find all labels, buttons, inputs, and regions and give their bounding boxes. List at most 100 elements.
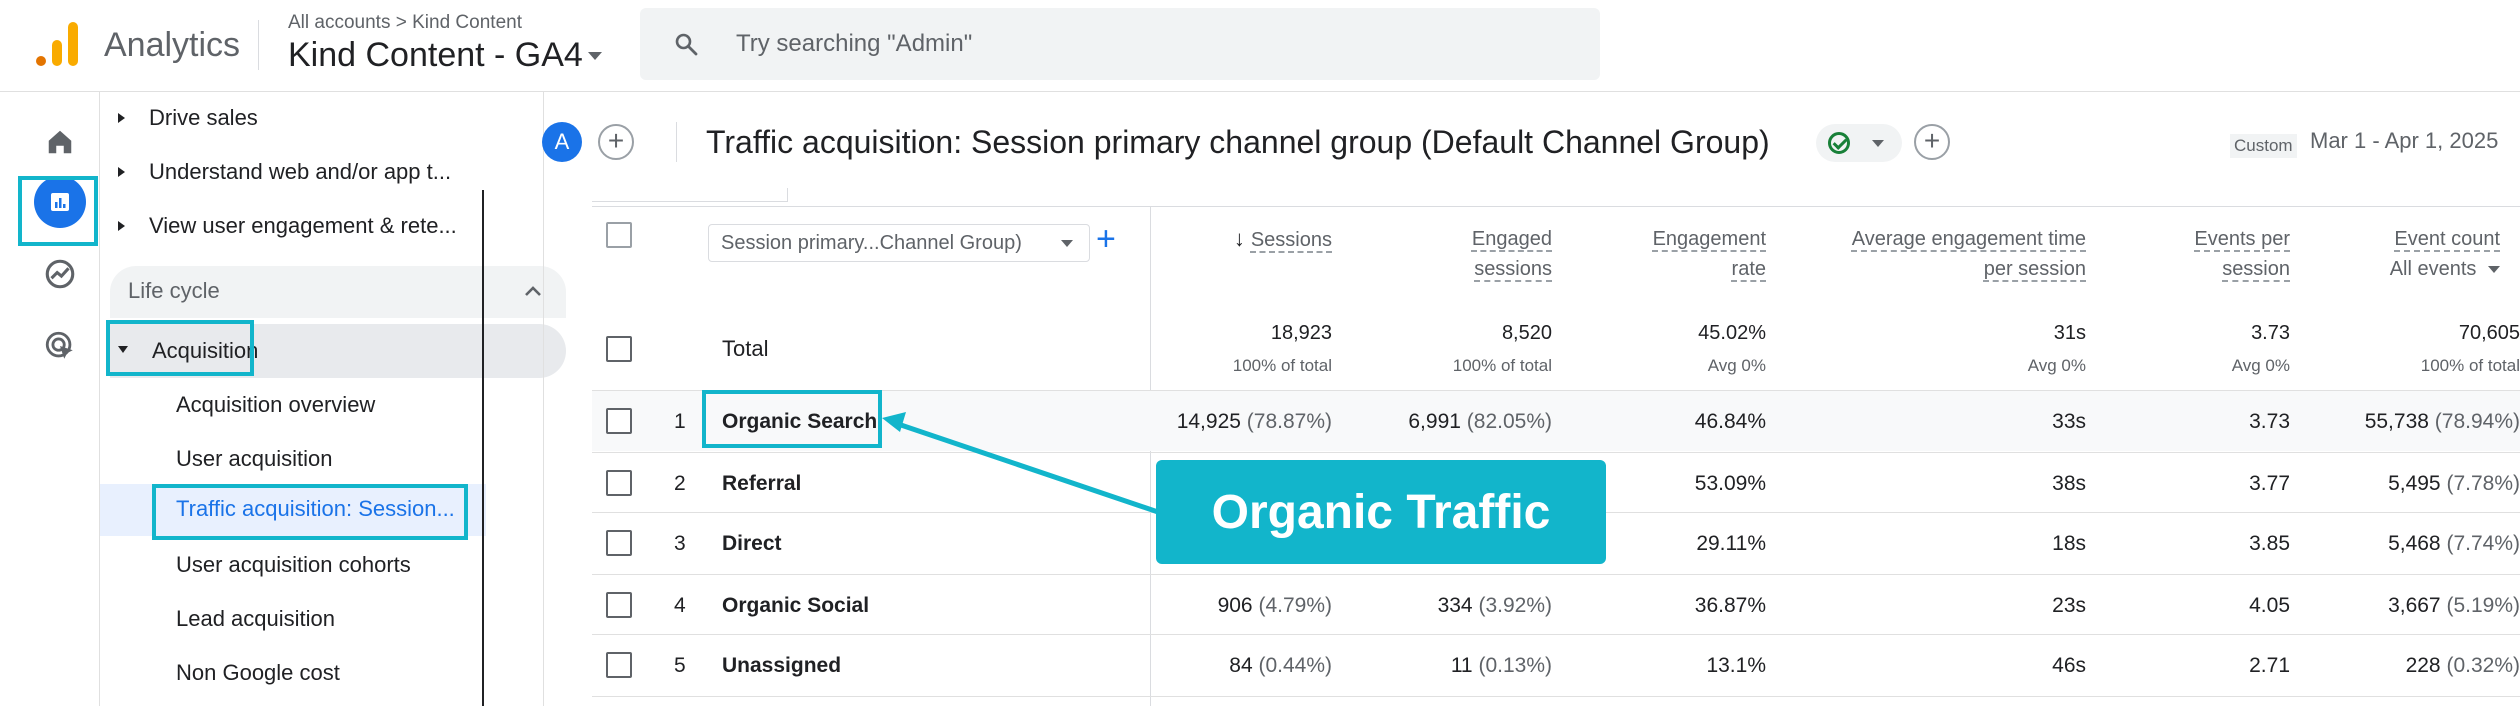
sidebar-group-label: Acquisition [152,338,259,363]
cell-percent: (0.32%) [2446,654,2520,677]
breadcrumb[interactable]: All accounts > Kind Content [288,12,522,34]
lifecycle-section-header[interactable]: Life cycle [110,266,566,318]
total-subtext: 100% of total [1452,356,1552,375]
annotation-callout: Organic Traffic [1156,460,1606,564]
cell-value: 3,667 [2388,594,2441,617]
add-dimension-icon[interactable]: + [1096,220,1116,258]
row-channel-name[interactable]: Unassigned [722,654,842,677]
select-all-checkbox[interactable] [606,336,632,362]
cell-percent: (82.05%) [1466,410,1552,433]
chevron-down-icon [1872,140,1884,147]
explore-icon[interactable] [34,248,86,300]
cell-value: 5,495 [2388,472,2441,495]
caret-right-icon [118,113,125,123]
cell-value: 6,991 [1408,410,1461,433]
column-header-label: per session [1983,258,2086,280]
column-header-label: Events per [2194,228,2290,250]
analytics-logo-icon[interactable] [36,22,80,66]
property-selector[interactable]: Kind Content - GA4 [288,36,583,74]
column-header-label: rate [1731,258,1766,280]
dimension-select[interactable]: Session primary...Channel Group) [708,224,1090,262]
cell-engagement-rate: 36.87% [1694,594,1766,617]
cell-event-count: 3,667 (5.19%) [2300,594,2520,618]
sidebar-group-acquisition[interactable]: Acquisition [110,324,566,378]
sidebar-item-traffic-acquisition[interactable]: Traffic acquisition: Session... [176,496,455,521]
row-channel-name[interactable]: Direct [722,532,782,555]
table-top-border [592,206,2520,207]
reports-highlight-box [18,176,98,246]
reports-icon[interactable] [34,176,86,228]
column-header-label: Event count [2394,228,2500,250]
select-all-checkbox-header[interactable] [606,222,632,248]
row-checkbox[interactable] [606,470,632,496]
column-header-label: Engagement [1652,228,1766,250]
page-title: Traffic acquisition: Session primary cha… [706,124,1770,160]
sidebar-item-user-engagement[interactable]: View user engagement & rete... [100,200,480,252]
total-value: 31s [2053,322,2086,344]
column-header-label: session [2222,258,2290,280]
cell-value: 55,738 [2364,410,2429,433]
column-header-engagement-rate[interactable]: Engagement rate [1560,224,1766,284]
sidebar-item-non-google-cost[interactable]: Non Google cost [176,660,340,685]
cell-percent: (5.19%) [2446,594,2520,617]
home-icon[interactable] [34,116,86,168]
sidebar-scrollbar[interactable] [482,190,484,706]
avatar[interactable]: A [542,122,582,162]
add-comparison-icon[interactable]: + [598,124,634,160]
column-header-avg-engagement-time[interactable]: Average engagement time per session [1770,224,2086,284]
cell-sessions: 14,925 (78.87%) [1150,410,1332,434]
sidebar-item-user-acquisition-cohorts[interactable]: User acquisition cohorts [176,552,411,577]
row-divider [592,390,2520,391]
cell-engaged-sessions: 334 (3.92%) [1340,594,1552,618]
row-number: 4 [674,594,686,617]
breadcrumb-all-accounts[interactable]: All accounts [288,12,391,33]
arrow-down-icon: ↓ [1233,226,1245,251]
row-checkbox[interactable] [606,592,632,618]
row-channel-name[interactable]: Organic Social [722,594,870,617]
cell-percent: (78.87%) [1246,410,1332,433]
cell-percent: (78.94%) [2434,410,2520,433]
row-channel-name[interactable]: Organic Search [722,410,878,433]
total-subtext: 100% of total [1232,356,1332,375]
sidebar-item-lead-acquisition[interactable]: Lead acquisition [176,606,336,631]
acquisition-highlight-box [106,320,254,376]
column-header-label: Average engagement time [1851,228,2086,250]
advertising-icon[interactable] [34,320,86,372]
column-header-event-count[interactable]: Event count All events [2300,224,2500,284]
event-filter-select[interactable]: All events [2300,254,2500,284]
column-header-label: Sessions [1250,229,1332,251]
row-checkbox[interactable] [606,408,632,434]
add-card-icon[interactable]: + [1914,124,1950,160]
sidebar-item-understand-web[interactable]: Understand web and/or app t... [100,146,480,198]
sidebar-item-user-acquisition[interactable]: User acquisition [176,446,333,471]
row-checkbox[interactable] [606,530,632,556]
row-divider [592,452,2520,453]
cell-avg-time: 33s [2052,410,2086,433]
row-channel-name[interactable]: Referral [722,472,802,495]
dimension-column-divider [1150,206,1151,706]
chevron-down-icon[interactable] [588,52,602,60]
chevron-up-icon[interactable] [524,284,542,298]
sidebar-item-acquisition-overview[interactable]: Acquisition overview [176,392,376,417]
breadcrumb-account[interactable]: Kind Content [412,12,522,33]
total-value: 3.73 [2251,322,2290,344]
divider [258,20,259,70]
report-status-button[interactable] [1816,124,1902,162]
cell-value: 334 [1437,594,1473,617]
column-header-sessions[interactable]: ↓ Sessions [1150,224,1332,255]
row-checkbox[interactable] [606,652,632,678]
caret-down-icon [118,346,128,353]
row-divider [592,634,2520,635]
sidebar-item-label: Drive sales [149,105,258,130]
column-header-events-per-session[interactable]: Events per session [2100,224,2290,284]
search-input[interactable]: Try searching "Admin" [736,30,973,57]
cell-value: 84 [1229,654,1253,677]
column-header-engaged-sessions[interactable]: Engaged sessions [1340,224,1552,284]
cell-percent: (4.79%) [1258,594,1332,617]
date-custom-label[interactable]: Custom [2230,134,2297,158]
caret-right-icon [118,221,125,231]
tab-strip [592,188,788,202]
search-bar[interactable]: Try searching "Admin" [640,8,1600,80]
sidebar-item-drive-sales[interactable]: Drive sales [100,92,480,144]
date-range-picker[interactable]: Mar 1 - Apr 1, 2025 [2310,128,2499,153]
